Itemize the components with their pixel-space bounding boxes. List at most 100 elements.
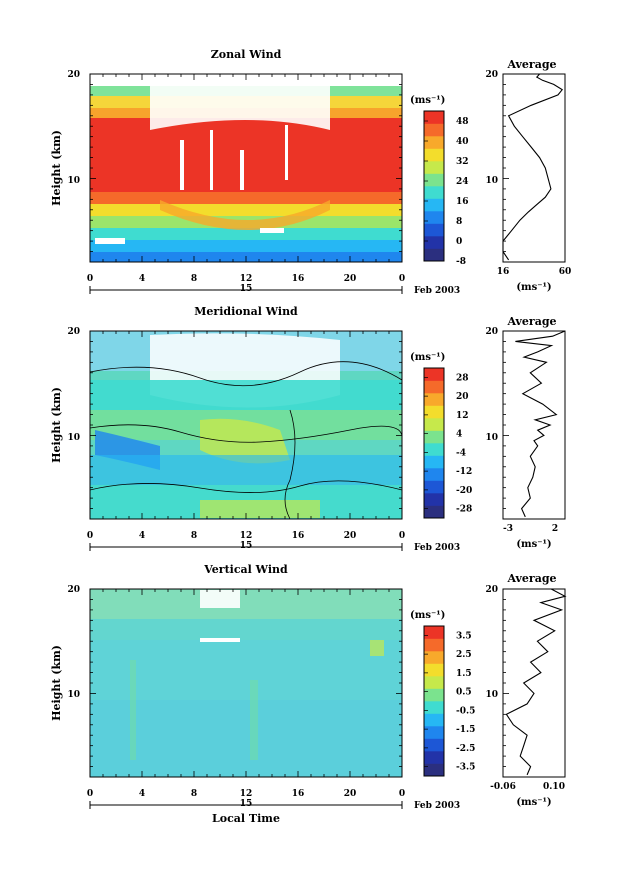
zonal-colorbar-swatch <box>424 111 444 124</box>
vertical-xtick-4: 4 <box>139 789 145 799</box>
meridional-xtick-24: 0 <box>399 531 405 541</box>
meridional-colorbar-swatch <box>424 380 444 394</box>
zonal-colorbar-swatch <box>424 161 444 174</box>
zonal-ytick-10: 10 <box>67 176 80 186</box>
vertical-ytick-10: 10 <box>67 690 80 700</box>
zonal-colorbar-tick: 0 <box>456 237 462 247</box>
vertical-xtick-24: 0 <box>399 789 405 799</box>
meridional-profile-line <box>515 330 566 518</box>
meridional-profile-xtick-0: -3 <box>503 524 513 534</box>
zonal-colorbar-swatch <box>424 198 444 212</box>
zonal-xtick-12: 12 <box>240 274 253 284</box>
zonal-colorbar-tick: 32 <box>456 157 469 167</box>
zonal-profile: Average 20 10 16 60 (ms⁻¹) <box>485 58 571 293</box>
zonal-profile-xtick-1: 60 <box>559 267 572 277</box>
meridional-colorbar-tick: -28 <box>456 505 472 515</box>
vertical-colorbar-swatch <box>424 688 444 702</box>
vertical-ytick-20: 20 <box>67 585 80 595</box>
zonal-y-axis: 20 10 Height (km) <box>50 70 80 206</box>
zonal-profile-line <box>502 73 564 261</box>
meridional-colorbar-swatch <box>424 393 444 406</box>
vertical-ylabel: Height (km) <box>50 645 63 721</box>
meridional-xtick-12: 12 <box>240 531 253 541</box>
vertical-heatmap <box>90 589 402 777</box>
zonal-colorbar-frame <box>423 110 445 262</box>
vertical-profile-xtick-1: 0.10 <box>543 782 565 792</box>
meridional-colorbar-swatch <box>424 493 444 506</box>
zonal-date-axis: 15 Feb 2003 <box>89 284 460 296</box>
zonal-colorbar-swatch <box>424 186 444 199</box>
zonal-colorbar-tick: 24 <box>456 177 469 187</box>
meridional-colorbar-tick: -4 <box>456 448 466 458</box>
zonal-ytick-20: 20 <box>67 70 80 80</box>
zonal-colorbar-tick: 40 <box>456 137 469 147</box>
vertical-profile-ytick-20: 20 <box>485 585 498 595</box>
meridional-xtick-8: 8 <box>191 531 197 541</box>
meridional-colorbar-tick: 20 <box>456 392 469 402</box>
zonal-xtick-24: 0 <box>399 274 405 284</box>
zonal-heatmap <box>90 74 402 262</box>
meridional-colorbar-swatch <box>424 418 444 431</box>
vertical-colorbar-tick: 0.5 <box>456 688 472 698</box>
zonal-colorbar-swatch <box>424 248 444 262</box>
meridional-date-axis: 15 Feb 2003 <box>89 541 460 553</box>
vertical-y-axis: 20 10 Height (km) <box>50 585 80 721</box>
vertical-colorbar-tick: 2.5 <box>456 650 472 660</box>
zonal-colorbar-swatch <box>424 136 444 149</box>
vertical-colorbar-tick: 3.5 <box>456 631 472 641</box>
vertical-colorbar-tick: -1.5 <box>456 725 475 735</box>
vertical-colorbar-swatch <box>424 626 444 639</box>
vertical-colorbar-swatch <box>424 676 444 689</box>
zonal-x-axis: 0 4 8 12 16 20 0 <box>87 274 405 284</box>
meridional-title: Meridional Wind <box>194 305 298 318</box>
meridional-ylabel: Height (km) <box>50 387 63 463</box>
vertical-date-marker: 15 <box>240 799 253 809</box>
vertical-profile-line <box>505 588 567 776</box>
meridional-xtick-0: 0 <box>87 531 93 541</box>
vertical-x-axis: 0 4 8 12 16 20 0 <box>87 789 405 799</box>
zonal-date-marker: 15 <box>240 284 253 294</box>
meridional-panel: Meridional Wind 0 4 8 12 16 20 0 <box>50 305 566 553</box>
vertical-colorbar-unit: (ms⁻¹) <box>410 610 445 621</box>
vertical-colorbar-swatch <box>424 701 444 714</box>
zonal-colorbar-unit: (ms⁻¹) <box>410 95 445 106</box>
vertical-date-axis: 15 Feb 2003 Local Time <box>89 799 460 825</box>
vertical-xtick-16: 16 <box>292 789 305 799</box>
vertical-profile-xlabel: (ms⁻¹) <box>516 797 551 808</box>
vertical-xtick-8: 8 <box>191 789 197 799</box>
vertical-title: Vertical Wind <box>203 563 288 576</box>
zonal-colorbar-swatch <box>424 236 444 249</box>
vertical-date-label: Feb 2003 <box>414 801 460 811</box>
dynamic-marks: 484032241680-82820124-4-12-20-283.52.51.… <box>89 73 567 778</box>
zonal-colorbar-swatch <box>424 173 444 187</box>
vertical-profile: Average 20 10 -0.06 0.10 (ms⁻¹) <box>485 572 566 808</box>
meridional-ytick-10: 10 <box>67 433 80 443</box>
meridional-xtick-16: 16 <box>292 531 305 541</box>
meridional-profile-title: Average <box>506 315 556 328</box>
meridional-colorbar-tick: -12 <box>456 467 472 477</box>
meridional-colorbar-tick: 28 <box>456 373 469 383</box>
meridional-xtick-4: 4 <box>139 531 145 541</box>
zonal-profile-xlabel: (ms⁻¹) <box>516 282 551 293</box>
zonal-xtick-4: 4 <box>139 274 145 284</box>
zonal-profile-ytick-10: 10 <box>485 176 498 186</box>
meridional-colorbar-tick: 12 <box>456 411 469 421</box>
vertical-colorbar-tick: -0.5 <box>456 706 475 716</box>
vertical-colorbar-tick: -3.5 <box>456 763 475 773</box>
zonal-profile-xtick-0: 16 <box>497 267 510 277</box>
meridional-profile-ytick-20: 20 <box>485 327 498 337</box>
meridional-profile-xtick-1: 2 <box>552 524 558 534</box>
vertical-colorbar-tick: 1.5 <box>456 669 472 679</box>
meridional-colorbar-tick: -20 <box>456 486 472 496</box>
meridional-colorbar-swatch <box>424 468 444 481</box>
zonal-profile-title: Average <box>506 58 556 71</box>
meridional-colorbar-swatch <box>424 480 444 494</box>
vertical-colorbar-swatch <box>424 726 444 739</box>
vertical-profile-xtick-0: -0.06 <box>490 782 516 792</box>
meridional-colorbar-swatch <box>424 430 444 444</box>
zonal-colorbar-tick: -8 <box>456 257 466 267</box>
meridional-date-marker: 15 <box>240 541 253 551</box>
vertical-colorbar-swatch <box>424 763 444 777</box>
vertical-xtick-0: 0 <box>87 789 93 799</box>
